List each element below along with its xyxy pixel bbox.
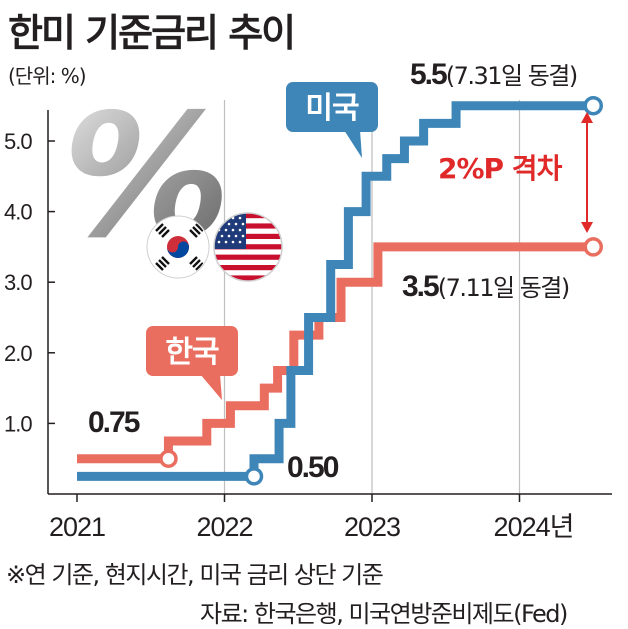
us-end-note: (7.31일 동결) (446, 62, 577, 90)
korea-end-value: 3.5 (402, 270, 439, 303)
end-markers (159, 95, 603, 486)
y-tick-label: 5.0 (4, 129, 32, 154)
y-tick-label: 1.0 (4, 411, 32, 436)
gap-arrow (581, 112, 593, 233)
grid-lines (223, 100, 521, 494)
y-tick-label: 4.0 (4, 200, 32, 225)
korea-end-note: (7.11일 동결) (438, 274, 569, 302)
korea-end-annotation: 3.5(7.11일 동결) (402, 270, 569, 303)
korea-badge: 한국 (146, 326, 238, 400)
us-series-line (77, 101, 594, 481)
korea-start-marker (159, 449, 178, 468)
gap-label: 2%P 격차 (438, 152, 563, 185)
korea-start-value: 0.75 (88, 406, 140, 439)
y-tick-label: 2.0 (4, 341, 32, 366)
source-note: 자료: 한국은행, 미국연방준비제도(Fed) (200, 600, 568, 628)
us-badge: 미국 (286, 82, 378, 158)
us-badge-label: 미국 (305, 91, 359, 126)
us-start-value: 0.50 (287, 451, 339, 484)
x-tick-label: 2024년 (494, 512, 574, 542)
unit-label: (단위: %) (8, 64, 87, 88)
x-tick-label: 2023 (344, 512, 400, 542)
korea-series-line (77, 242, 594, 464)
footnote: ※연 기준, 현지시간, 미국 금리 상단 기준 (6, 561, 384, 589)
us-end-value: 5.5 (410, 58, 447, 91)
series-lines (77, 101, 594, 481)
x-tick-label: 2021 (49, 512, 105, 542)
korea-badge-label: 한국 (165, 335, 219, 370)
axes: 1.0 2.0 3.0 4.0 5.0 2021 2022 2023 2024년 (4, 110, 612, 542)
us-end-annotation: 5.5(7.31일 동결) (410, 58, 577, 91)
chart-title: 한미 기준금리 추이 (8, 11, 296, 55)
us-start-marker (244, 467, 264, 486)
korea-end-marker (583, 237, 603, 257)
korea-flag-icon (146, 215, 210, 279)
us-flag-icon (213, 212, 283, 282)
us-end-marker (583, 95, 603, 116)
x-tick-label: 2022 (196, 512, 252, 542)
y-tick-label: 3.0 (4, 270, 32, 295)
